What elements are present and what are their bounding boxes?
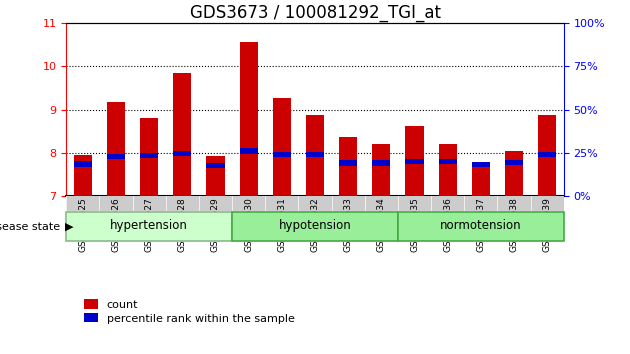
Bar [406,126,423,196]
FancyBboxPatch shape [66,212,232,241]
Bar [173,73,192,196]
Text: GSM493528: GSM493528 [178,198,186,252]
Text: GSM493529: GSM493529 [211,198,220,252]
Bar [538,115,556,196]
Bar [74,161,92,166]
Bar [438,159,457,164]
Text: GSM493531: GSM493531 [277,198,286,252]
Bar [472,162,490,167]
Text: GSM493537: GSM493537 [476,198,485,252]
Bar [107,102,125,196]
Bar [306,152,324,157]
Bar [372,144,391,196]
Bar [239,148,258,154]
Bar [505,151,523,196]
Bar [173,150,192,156]
Text: GSM493538: GSM493538 [510,198,518,252]
Bar [339,160,357,166]
Text: normotension: normotension [440,219,522,233]
Text: hypotension: hypotension [278,219,352,233]
Text: GSM493539: GSM493539 [543,198,552,252]
Legend: count, percentile rank within the sample: count, percentile rank within the sample [84,299,294,324]
Bar [107,154,125,159]
Text: GSM493532: GSM493532 [311,198,319,252]
Text: GSM493533: GSM493533 [344,198,353,252]
Text: ▶: ▶ [65,222,73,232]
Text: GSM493530: GSM493530 [244,198,253,252]
Text: hypertension: hypertension [110,219,188,233]
Text: GSM493536: GSM493536 [444,198,452,252]
Bar [472,162,490,196]
Text: GSM493535: GSM493535 [410,198,419,252]
Bar [239,42,258,196]
Text: GSM493525: GSM493525 [78,198,87,252]
Bar [74,155,92,196]
Bar [273,152,291,157]
FancyBboxPatch shape [398,212,564,241]
Bar [406,159,423,164]
Bar [505,160,523,165]
Text: GSM493534: GSM493534 [377,198,386,252]
Bar [339,137,357,196]
Text: GSM493526: GSM493526 [112,198,120,252]
Bar [207,162,224,168]
Bar [538,152,556,157]
Text: GSM493527: GSM493527 [145,198,154,252]
Title: GDS3673 / 100081292_TGI_at: GDS3673 / 100081292_TGI_at [190,4,440,22]
Bar [140,153,158,158]
Bar [273,98,291,196]
Bar [306,115,324,196]
Text: disease state: disease state [0,222,60,232]
Bar [438,144,457,196]
FancyBboxPatch shape [232,212,398,241]
Bar [140,118,158,196]
Bar [372,160,391,166]
Bar [207,156,224,196]
